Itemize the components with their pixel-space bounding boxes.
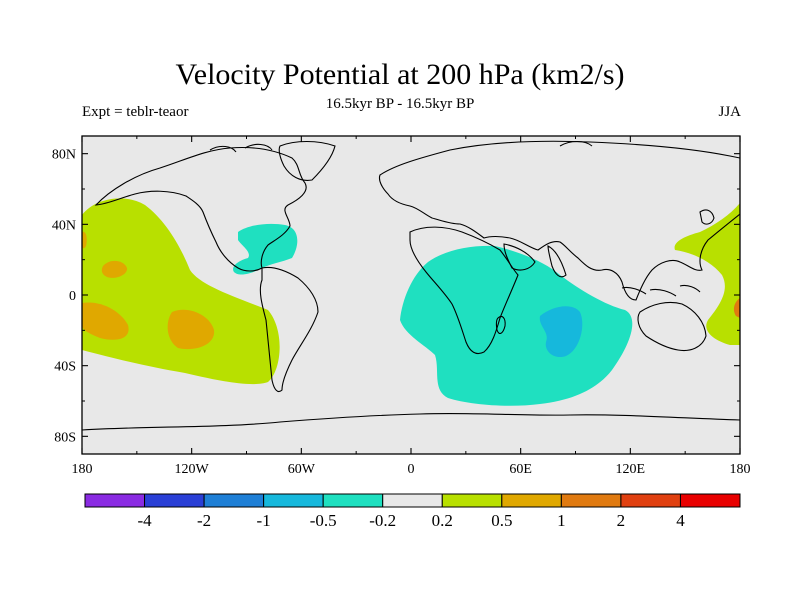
colorbar-label: 0.5 [491, 511, 512, 530]
colorbar-swatch [501, 493, 562, 508]
coastlines [82, 140, 740, 431]
colorbar-swatch [382, 493, 443, 508]
coast-eurasia [378, 140, 740, 301]
coast-north-america [94, 146, 307, 272]
coast-indonesia [621, 284, 701, 297]
lat-tick-label: 80N [52, 148, 76, 163]
lon-tick-label: 180 [730, 462, 751, 477]
coast-greenland [278, 140, 336, 181]
lon-tick-label: 60W [288, 462, 316, 477]
contour-pacific-positive [82, 198, 280, 385]
contour-west-pacific-orange [733, 298, 740, 318]
coast-antarctica [82, 412, 740, 431]
colorbar-label: 0.2 [432, 511, 453, 530]
colorbar-swatch [322, 493, 384, 508]
colorbar-swatch [203, 493, 265, 508]
contour-pacific-orange-2 [167, 309, 215, 350]
colorbar-swatch [144, 493, 205, 508]
experiment-label: Expt = teblr-teaor [82, 104, 189, 120]
lon-tick-label: 0 [408, 462, 415, 477]
map-panel: 80N 40N 0 40S 80S 180 120W 60W 0 60E 120E 180 [52, 135, 751, 477]
lat-tick-label: 80S [54, 430, 76, 445]
coast-south-america [259, 266, 319, 393]
colorbar-label: 1 [557, 511, 566, 530]
lon-tick-label: 60E [509, 462, 532, 477]
colorbar-swatch [441, 493, 503, 508]
contour-pacific-orange-3 [101, 260, 128, 278]
colorbar-label: -0.5 [310, 511, 337, 530]
colorbar: -4 -2 -1 -0.5 -0.2 0.2 0.5 1 2 4 [84, 493, 741, 530]
lon-tick-label: 120E [616, 462, 646, 477]
colorbar-label: -0.2 [369, 511, 396, 530]
contour-fills [82, 198, 740, 406]
contour-dateline-orange [82, 231, 87, 249]
latitude-ticks: 80N 40N 0 40S 80S [52, 148, 740, 445]
coast-japan [699, 209, 715, 225]
longitude-ticks: 180 120W 60W 0 60E 120E 180 [72, 136, 751, 477]
contour-indian-negative [400, 245, 633, 406]
colorbar-swatch [263, 493, 324, 508]
lon-tick-label: 180 [72, 462, 93, 477]
lat-tick-label: 40N [52, 218, 76, 233]
colorbar-label: -1 [257, 511, 271, 530]
colorbar-label: 4 [676, 511, 685, 530]
plot-title: Velocity Potential at 200 hPa (km2/s) [175, 58, 625, 91]
colorbar-swatch [620, 493, 681, 508]
colorbar-swatch [560, 493, 622, 508]
plot-subtitle: 16.5kyr BP - 16.5kyr BP [325, 96, 475, 112]
colorbar-swatch [679, 493, 741, 508]
coast-arabia-india [503, 243, 567, 278]
colorbar-label: 2 [617, 511, 626, 530]
contour-indian-stronger-negative [539, 306, 583, 358]
lat-tick-label: 40S [54, 360, 76, 375]
colorbar-label: -2 [197, 511, 211, 530]
coast-australia [637, 301, 707, 352]
coast-africa [409, 226, 519, 355]
season-label: JJA [718, 104, 741, 120]
contour-west-pacific-positive [674, 203, 740, 345]
colorbar-label: -4 [137, 511, 152, 530]
lon-tick-label: 120W [175, 462, 210, 477]
coast-madagascar [495, 315, 506, 335]
contour-pacific-orange-1 [82, 302, 129, 340]
colorbar-swatch [84, 493, 146, 508]
coast-arctic-islands [209, 140, 593, 153]
lat-tick-label: 0 [69, 289, 76, 304]
